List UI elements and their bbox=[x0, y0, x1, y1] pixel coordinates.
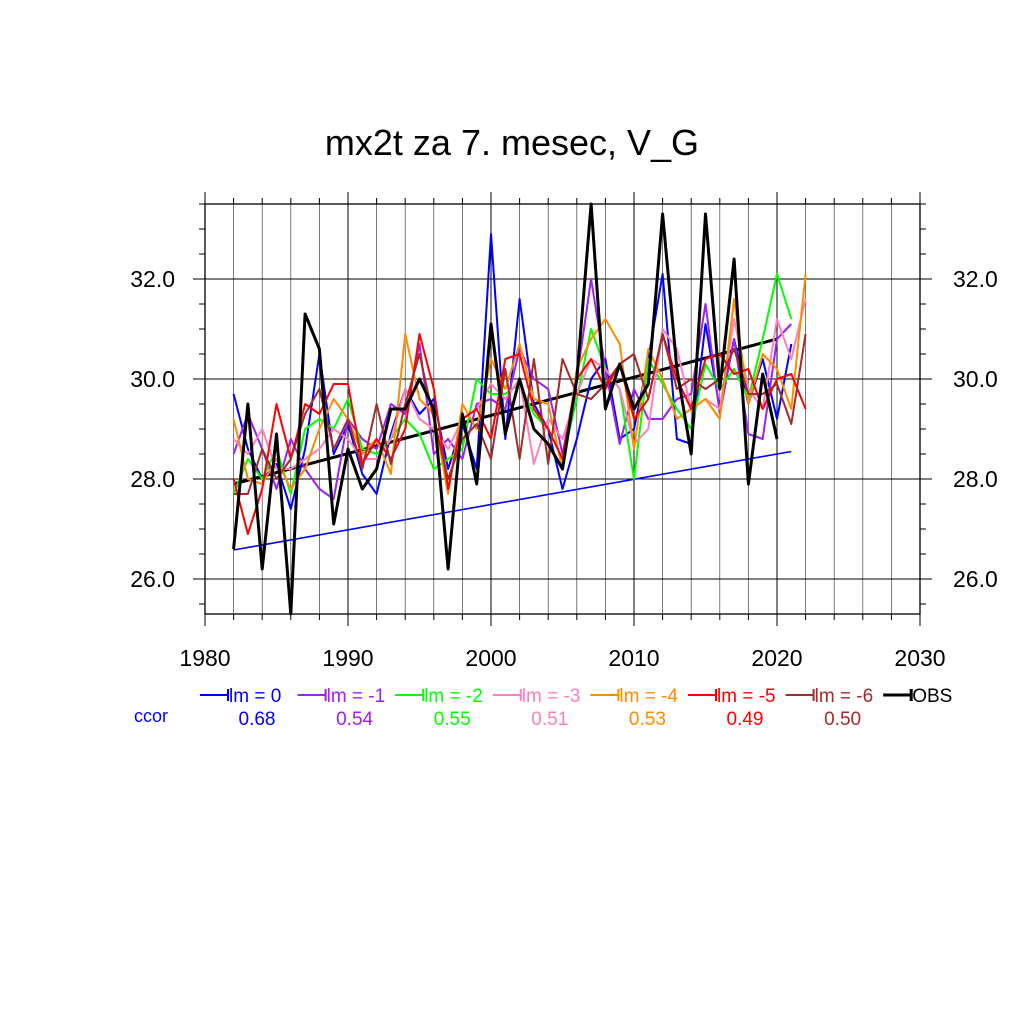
y-tick-label-right: 26.0 bbox=[953, 566, 998, 592]
plot-frame bbox=[204, 203, 921, 615]
y-tick-label-right: 28.0 bbox=[953, 466, 998, 492]
ccor-label: ccor bbox=[134, 706, 168, 726]
axis-ticks bbox=[193, 192, 932, 626]
x-tick-label: 2000 bbox=[465, 645, 516, 671]
y-tick-label-left: 28.0 bbox=[130, 466, 175, 492]
chart-title: mx2t za 7. mesec, V_G bbox=[324, 122, 700, 163]
ccor-value: 0.55 bbox=[434, 709, 471, 730]
ccor-value: 0.53 bbox=[629, 709, 666, 730]
x-tick-label: 1980 bbox=[179, 645, 230, 671]
y-axis-tick-labels-right: 26.0 28.0 30.0 32.0 bbox=[953, 266, 998, 592]
series-line bbox=[232, 333, 807, 535]
ccor-value: 0.54 bbox=[336, 709, 373, 730]
legend-label: lm = 0 bbox=[229, 686, 281, 707]
legend-label: lm = -2 bbox=[424, 686, 483, 707]
legend-label: lm = -4 bbox=[619, 686, 678, 707]
series-line bbox=[232, 233, 793, 510]
ccor-value: 0.51 bbox=[531, 709, 568, 730]
ccor-value: 0.50 bbox=[824, 709, 861, 730]
series-line bbox=[232, 202, 779, 616]
y-tick-label-left: 26.0 bbox=[130, 566, 175, 592]
ccor-value: 0.68 bbox=[239, 709, 276, 730]
series-line bbox=[232, 273, 807, 495]
legend-label: lm = -6 bbox=[815, 686, 874, 707]
trend-line bbox=[233, 450, 792, 551]
trend-line bbox=[233, 337, 778, 486]
y-tick-label-right: 32.0 bbox=[953, 266, 998, 292]
series-line bbox=[233, 333, 807, 495]
x-tick-label: 2010 bbox=[608, 645, 659, 671]
ccor-value: 0.49 bbox=[727, 709, 764, 730]
trend-lines bbox=[233, 337, 792, 551]
legend-label: lm = -1 bbox=[327, 686, 386, 707]
series-lines bbox=[232, 202, 807, 616]
y-tick-label-left: 30.0 bbox=[130, 366, 175, 392]
x-axis-tick-labels: 1980 1990 2000 2010 2020 2030 bbox=[179, 645, 945, 671]
x-tick-label: 1990 bbox=[322, 645, 373, 671]
legend-label: lm = -5 bbox=[717, 686, 776, 707]
legend-label: lm = -3 bbox=[522, 686, 581, 707]
legend-label: OBS bbox=[912, 686, 952, 707]
y-axis-tick-labels-left: 26.0 28.0 30.0 32.0 bbox=[130, 266, 175, 592]
x-tick-label: 2030 bbox=[894, 645, 945, 671]
y-tick-label-right: 30.0 bbox=[953, 366, 998, 392]
y-tick-label-left: 32.0 bbox=[130, 266, 175, 292]
x-tick-label: 2020 bbox=[751, 645, 802, 671]
